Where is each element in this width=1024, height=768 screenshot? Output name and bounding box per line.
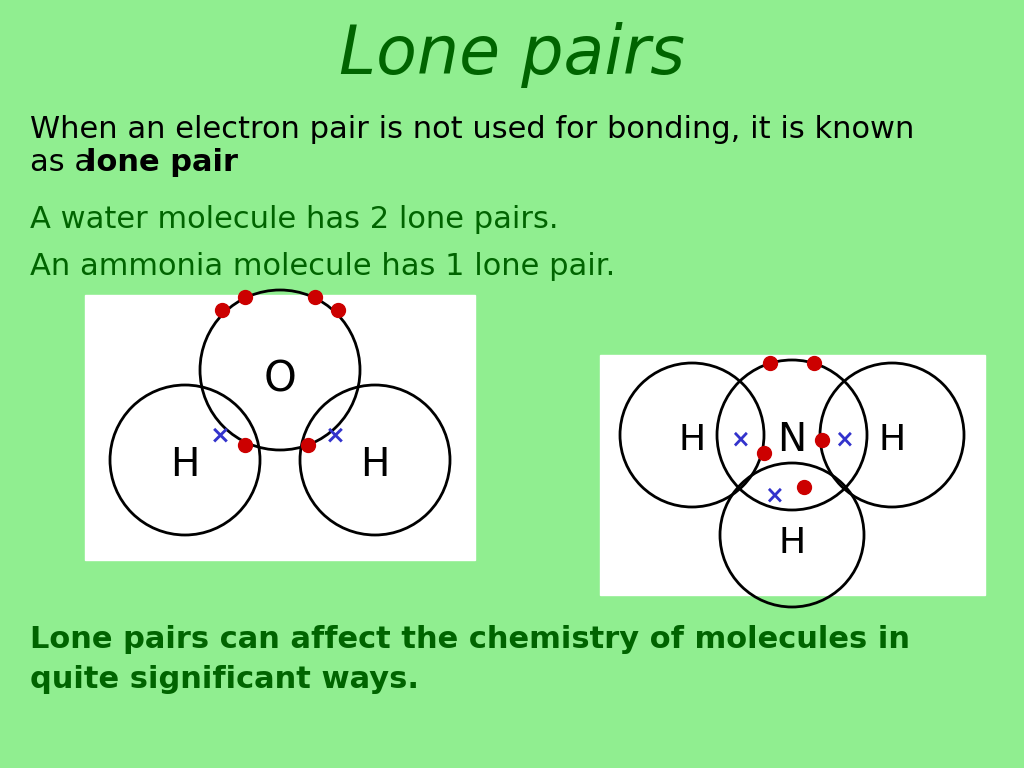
Text: quite significant ways.: quite significant ways. [30, 665, 419, 694]
Text: ×: × [210, 423, 230, 447]
Text: Lone pairs: Lone pairs [339, 22, 685, 88]
Text: H: H [778, 526, 806, 560]
Text: H: H [679, 423, 706, 457]
Text: An ammonia molecule has 1 lone pair.: An ammonia molecule has 1 lone pair. [30, 252, 615, 281]
Text: N: N [777, 421, 807, 459]
Text: H: H [360, 446, 390, 484]
Text: lone pair: lone pair [86, 148, 238, 177]
Text: Lone pairs can affect the chemistry of molecules in: Lone pairs can affect the chemistry of m… [30, 625, 910, 654]
Text: as a: as a [30, 148, 102, 177]
Text: H: H [170, 446, 200, 484]
Text: H: H [879, 423, 905, 457]
Text: ×: × [730, 428, 750, 452]
Text: ×: × [764, 483, 784, 507]
Text: .: . [224, 148, 233, 177]
Text: A water molecule has 2 lone pairs.: A water molecule has 2 lone pairs. [30, 205, 558, 234]
Text: ×: × [325, 423, 345, 447]
Text: ×: × [835, 428, 854, 452]
Text: When an electron pair is not used for bonding, it is known: When an electron pair is not used for bo… [30, 115, 914, 144]
Text: O: O [263, 359, 296, 401]
Bar [85, 295, 475, 560]
Bar [600, 355, 985, 595]
